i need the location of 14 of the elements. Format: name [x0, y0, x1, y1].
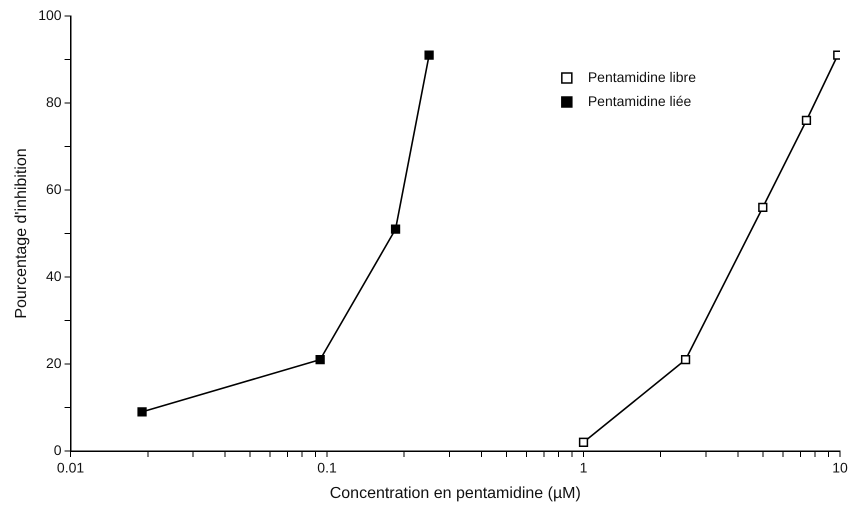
- legend-label: Pentamidine libre: [588, 68, 696, 85]
- y-tick-label: 60: [46, 180, 62, 197]
- x-tick-label: 0.01: [56, 459, 84, 476]
- y-tick-label: 80: [46, 94, 62, 110]
- x-axis-title: Concentration en pentamidine (µM): [330, 484, 581, 502]
- legend-label: Pentamidine liée: [588, 92, 692, 109]
- y-tick-label: 100: [38, 6, 62, 23]
- y-tick-label: 20: [46, 354, 62, 371]
- y-axis-title: Pourcentage d'inhibition: [13, 148, 30, 319]
- x-tick-label: 0.1: [317, 459, 337, 476]
- x-tick-label: 1: [580, 459, 588, 476]
- y-tick-label: 0: [54, 442, 62, 458]
- x-tick-label: 10: [832, 459, 848, 476]
- y-tick-label: 40: [46, 268, 62, 284]
